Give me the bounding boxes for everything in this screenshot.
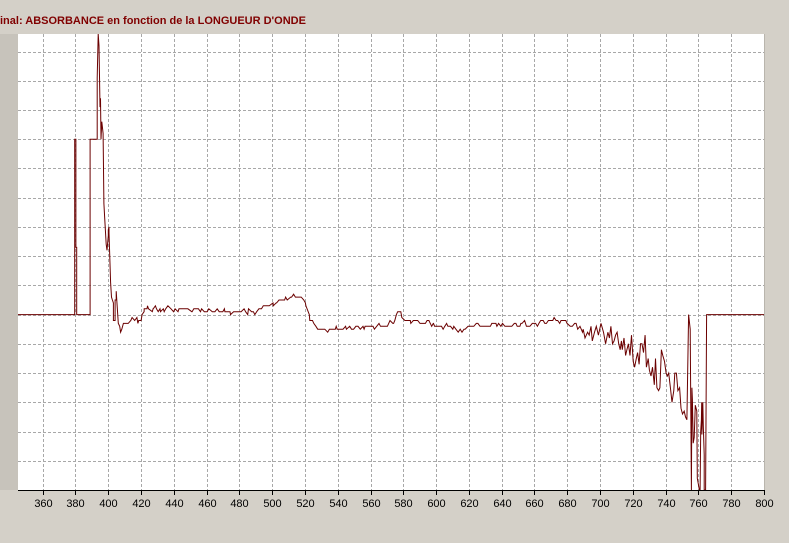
x-tick-label: 800	[755, 498, 773, 510]
x-axis-svg: 360 380 400 420 440 460 480 500 520 540 560 580 600 6…	[18, 490, 774, 510]
series-layer	[18, 33, 764, 491]
x-tick-label: 700	[591, 498, 609, 510]
x-tick-label: 400	[99, 498, 117, 510]
x-tick-label: 380	[66, 498, 84, 510]
series-line	[18, 33, 764, 491]
plot-area	[18, 33, 765, 491]
x-tick-label: 500	[263, 498, 281, 510]
x-tick-label: 660	[525, 498, 543, 510]
y-axis-strip	[0, 34, 18, 490]
x-tick-label: 720	[624, 498, 642, 510]
x-tick-label: 520	[296, 498, 314, 510]
x-axis: 360 380 400 420 440 460 480 500 520 540 560 580 600 6…	[18, 490, 789, 538]
x-tick-label: 440	[165, 498, 183, 510]
x-tick-label: 580	[394, 498, 412, 510]
x-tick-label: 760	[689, 498, 707, 510]
x-tick-label: 420	[132, 498, 150, 510]
x-tick-label: 600	[427, 498, 445, 510]
chart-title-bar: inal: ABSORBANCE en fonction de la LONGU…	[0, 0, 789, 34]
x-tick-label: 740	[657, 498, 675, 510]
x-tick-label: 620	[460, 498, 478, 510]
x-tick-label: 540	[329, 498, 347, 510]
x-tick-label: 480	[230, 498, 248, 510]
x-tick-label: 360	[34, 498, 52, 510]
x-tick-label: 780	[722, 498, 740, 510]
x-tick-label: 560	[362, 498, 380, 510]
plot-svg	[18, 33, 765, 491]
x-tick-label: 680	[558, 498, 576, 510]
right-margin	[765, 34, 789, 490]
chart-title: inal: ABSORBANCE en fonction de la LONGU…	[0, 15, 306, 27]
x-tick-label: 460	[198, 498, 216, 510]
x-tick-label: 640	[493, 498, 511, 510]
gridlines	[18, 34, 765, 490]
